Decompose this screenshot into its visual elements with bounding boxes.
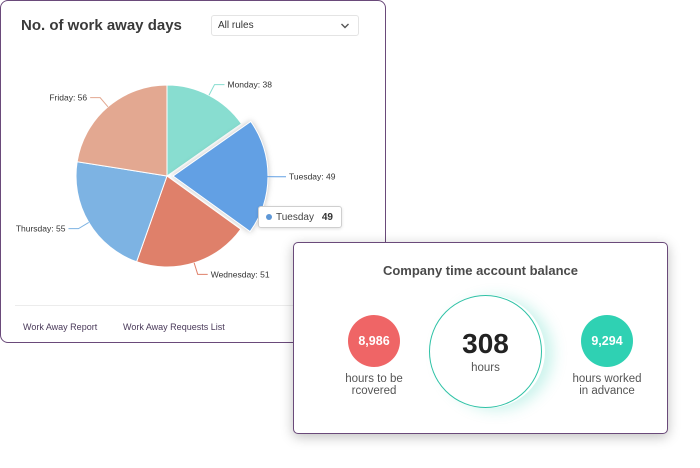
- balance-card-title: Company time account balance: [382, 263, 579, 278]
- hours-in-advance-badge: 9,294: [581, 315, 633, 367]
- tooltip-value: 49: [321, 212, 333, 223]
- pie-leader-wednesday: [193, 262, 208, 275]
- work-away-days-card: No. of work away days All rules Monday: …: [0, 0, 386, 343]
- hours-to-recover-value: 8,986: [358, 334, 390, 348]
- hours-to-recover-label-line1: hours to be: [345, 373, 403, 385]
- hours-to-recover-label: hours to be rcovered: [319, 373, 429, 397]
- work-away-pie-chart: Monday: 38 Tuesday: 49 Wednesday: 51 Thursd…: [16, 80, 336, 280]
- pie-label-wednesday: Wednesday: 51: [211, 269, 270, 279]
- pie-slice-monday[interactable]: [166, 84, 243, 177]
- time-account-balance-card: Company time account balance 8,986 hours…: [293, 242, 668, 434]
- chart-tooltip: Tuesday 49: [258, 206, 342, 228]
- card-title: No. of work away days: [21, 17, 182, 34]
- hours-in-advance-label: hours worked in advance: [552, 373, 662, 397]
- chevron-down-icon: [341, 23, 349, 29]
- hours-to-recover-label-line2: rcovered: [351, 385, 397, 397]
- tooltip-label: Tuesday: [276, 212, 314, 223]
- hours-to-recover-badge: 8,986: [348, 315, 400, 367]
- hours-in-advance-value: 9,294: [591, 334, 623, 348]
- pie-label-tuesday: Tuesday: 49: [289, 172, 336, 182]
- pie-slice-friday[interactable]: [76, 84, 168, 177]
- pie-leader-thursday: [68, 222, 90, 230]
- card-divider: [15, 305, 371, 306]
- pie-label-thursday: Thursday: 55: [16, 224, 66, 234]
- pie-slice-wednesday[interactable]: [135, 175, 242, 268]
- pie-slice-thursday[interactable]: [75, 161, 168, 263]
- work-away-report-link[interactable]: Work Away Report: [23, 322, 98, 332]
- rules-select-value: All rules: [218, 20, 254, 31]
- hours-in-advance-label-line2: in advance: [579, 385, 635, 397]
- pie-leader-friday: [90, 97, 109, 108]
- tooltip-color-dot: [266, 214, 272, 220]
- total-hours-unit: hours: [471, 361, 500, 374]
- total-hours-circle: 308 hours: [429, 295, 542, 408]
- work-away-requests-list-link[interactable]: Work Away Requests List: [123, 322, 225, 332]
- pie-label-monday: Monday: 38: [228, 80, 273, 90]
- total-hours-value: 308: [462, 327, 509, 359]
- pie-leader-monday: [208, 84, 225, 96]
- rules-select[interactable]: All rules: [211, 15, 359, 36]
- hours-in-advance-label-line1: hours worked: [572, 373, 642, 385]
- pie-label-friday: Friday: 56: [49, 93, 87, 103]
